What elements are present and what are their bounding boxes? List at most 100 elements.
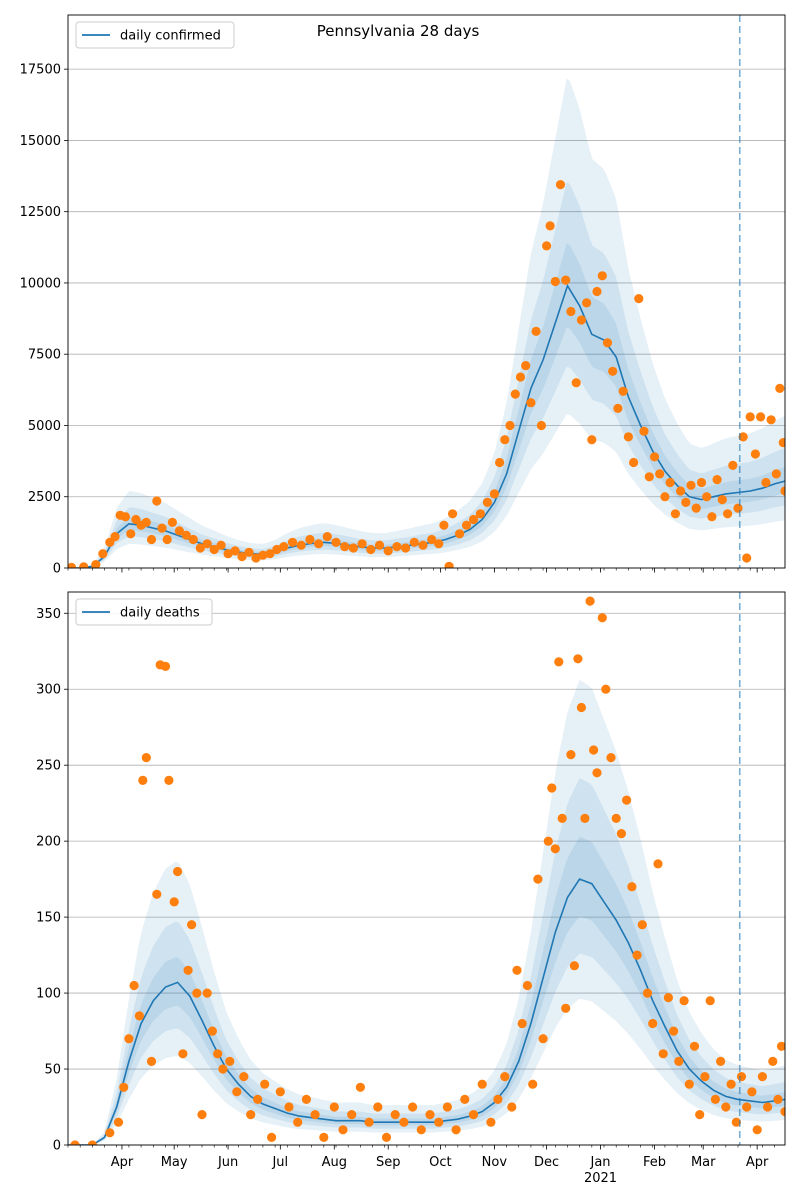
- data-point: [439, 520, 449, 530]
- data-point: [195, 543, 205, 553]
- data-point: [355, 1082, 365, 1092]
- data-point: [710, 1094, 721, 1104]
- data-point: [736, 1072, 747, 1082]
- data-point: [580, 813, 590, 824]
- legend: daily deaths: [75, 598, 213, 626]
- data-point: [663, 993, 674, 1003]
- data-point: [576, 702, 587, 713]
- data-point: [427, 534, 437, 545]
- data-point: [152, 496, 162, 506]
- data-point: [293, 1117, 303, 1127]
- data-point: [434, 539, 444, 549]
- data-point: [381, 1132, 392, 1142]
- data-point: [700, 1072, 710, 1082]
- data-point: [771, 469, 781, 479]
- data-point: [728, 460, 738, 470]
- legend-box: [75, 598, 213, 626]
- data-point: [592, 768, 602, 778]
- data-point: [87, 1140, 97, 1145]
- data-point: [408, 1102, 418, 1112]
- data-point: [566, 306, 576, 317]
- data-point: [113, 1117, 124, 1127]
- data-point: [237, 552, 247, 562]
- data-point: [287, 537, 298, 547]
- data-point: [178, 1049, 188, 1059]
- y-tick-label: 250: [36, 759, 61, 774]
- data-point: [545, 221, 555, 231]
- y-tick-label: 2500: [28, 490, 61, 505]
- legend-entry: daily deaths: [120, 606, 200, 621]
- data-point: [716, 1056, 726, 1066]
- data-point: [738, 432, 748, 442]
- data-point: [253, 1094, 263, 1104]
- data-point: [418, 540, 428, 550]
- axes-frame: [67, 14, 786, 569]
- series-line: [68, 878, 785, 1145]
- data-point: [442, 1102, 452, 1112]
- y-tick-label: 10000: [20, 276, 61, 291]
- data-point: [275, 1087, 285, 1097]
- y-tick-label: 17500: [20, 63, 61, 78]
- data-point: [340, 542, 350, 552]
- data-point: [597, 271, 607, 281]
- x-tick-label: Apr: [746, 1155, 769, 1170]
- x-tick-label: Apr: [111, 1155, 134, 1170]
- data-point: [401, 543, 411, 553]
- data-point: [686, 480, 696, 490]
- data-point: [246, 1110, 256, 1120]
- y-tick-label: 12500: [20, 205, 61, 220]
- data-point: [258, 550, 268, 560]
- data-point: [613, 403, 623, 413]
- data-point: [105, 1128, 115, 1138]
- data-point: [218, 1064, 228, 1074]
- data-point: [773, 1094, 783, 1104]
- data-point: [561, 275, 571, 285]
- data-point: [192, 988, 202, 998]
- data-point: [110, 532, 120, 542]
- data-point: [761, 477, 771, 488]
- x-tick-label: Oct: [429, 1155, 451, 1170]
- data-point: [538, 1034, 548, 1044]
- data-point: [542, 241, 552, 251]
- data-point: [495, 457, 505, 468]
- y-tick-label: 300: [36, 683, 61, 698]
- y-tick-label: 350: [36, 607, 61, 622]
- data-point: [468, 514, 479, 525]
- uncertainty-band: [68, 679, 785, 1145]
- data-point: [451, 1125, 461, 1135]
- legend-box: [75, 21, 235, 49]
- data-point: [601, 684, 611, 694]
- data-point: [373, 1102, 383, 1112]
- data-point: [279, 542, 289, 552]
- data-point: [555, 180, 566, 190]
- data-point: [655, 469, 665, 479]
- data-point: [752, 1125, 762, 1135]
- data-point: [347, 1110, 357, 1120]
- y-tick-label: 200: [36, 835, 61, 850]
- data-point: [557, 813, 567, 824]
- data-point: [561, 1003, 571, 1013]
- data-point: [138, 775, 148, 786]
- data-point: [183, 965, 193, 975]
- data-point: [780, 1107, 785, 1117]
- data-point: [569, 961, 580, 971]
- data-point: [141, 753, 151, 763]
- data-point: [674, 1056, 684, 1066]
- data-point: [174, 526, 184, 536]
- x-tick-label: Mar: [691, 1155, 716, 1170]
- data-point: [536, 420, 547, 431]
- legend-entry: daily confirmed: [120, 29, 221, 44]
- panel-daily-deaths: 0 50 100 150 200 250 300 350 Apr May Jun Jul Aug Sep O…: [36, 591, 786, 1186]
- data-point: [167, 517, 177, 528]
- data-point: [272, 544, 282, 555]
- x-tick-label: Dec: [534, 1155, 559, 1170]
- data-point: [267, 1132, 277, 1142]
- data-point: [742, 1102, 752, 1112]
- data-point: [448, 509, 458, 519]
- data-point: [301, 1094, 311, 1104]
- data-point: [383, 546, 393, 556]
- data-point: [623, 432, 634, 442]
- data-point: [188, 534, 198, 545]
- data-point: [331, 537, 341, 547]
- data-point: [209, 544, 219, 555]
